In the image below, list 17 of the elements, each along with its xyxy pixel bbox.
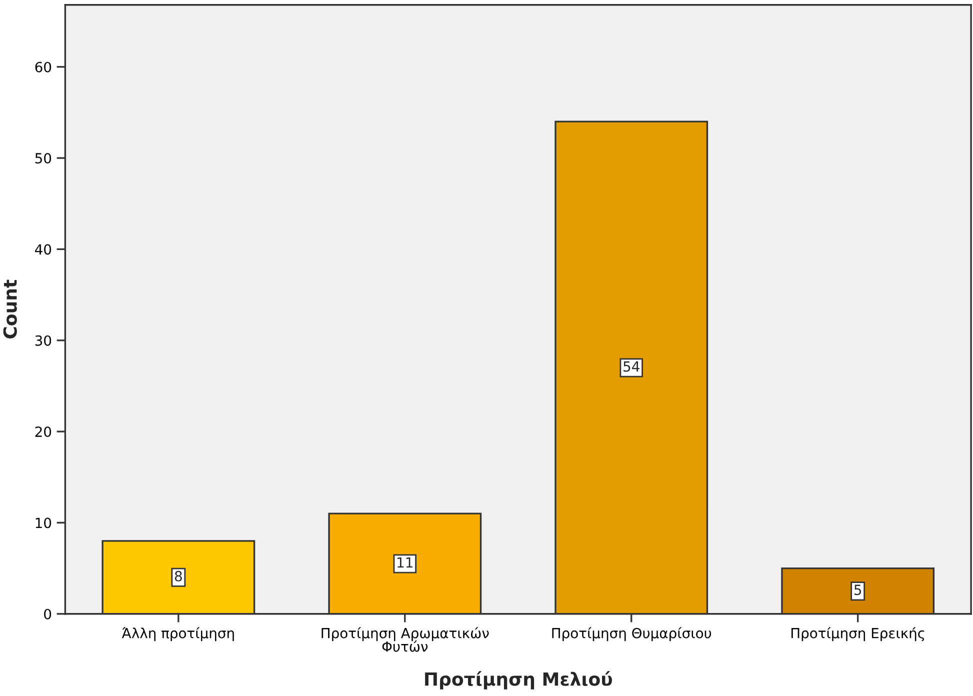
x-tick-label: Προτίμηση Ερεικής (791, 627, 924, 642)
x-tick-label: Προτίμηση Αρωματικών Φυτών (322, 627, 489, 652)
y-tick-label: 60 (35, 62, 52, 72)
y-tick-label: 30 (35, 335, 52, 346)
y-tick-label: 0 (44, 608, 52, 620)
y-tick-label: 20 (35, 426, 52, 438)
data-label: 5 (854, 584, 862, 596)
data-label: 8 (174, 570, 182, 582)
y-tick-label: 50 (35, 153, 52, 164)
x-tick-label: Προτίμηση Θυμαρίσιου (552, 627, 712, 642)
data-label: 54 (624, 361, 640, 372)
y-tick-label: 40 (35, 244, 52, 255)
x-tick-label: Άλλη προτίμηση (122, 627, 234, 642)
y-axis-title: Count (3, 280, 17, 338)
x-axis-title: Προτίμηση Μελιού (425, 671, 612, 690)
y-tick-label: 10 (36, 518, 52, 528)
data-label: 11 (398, 557, 412, 568)
